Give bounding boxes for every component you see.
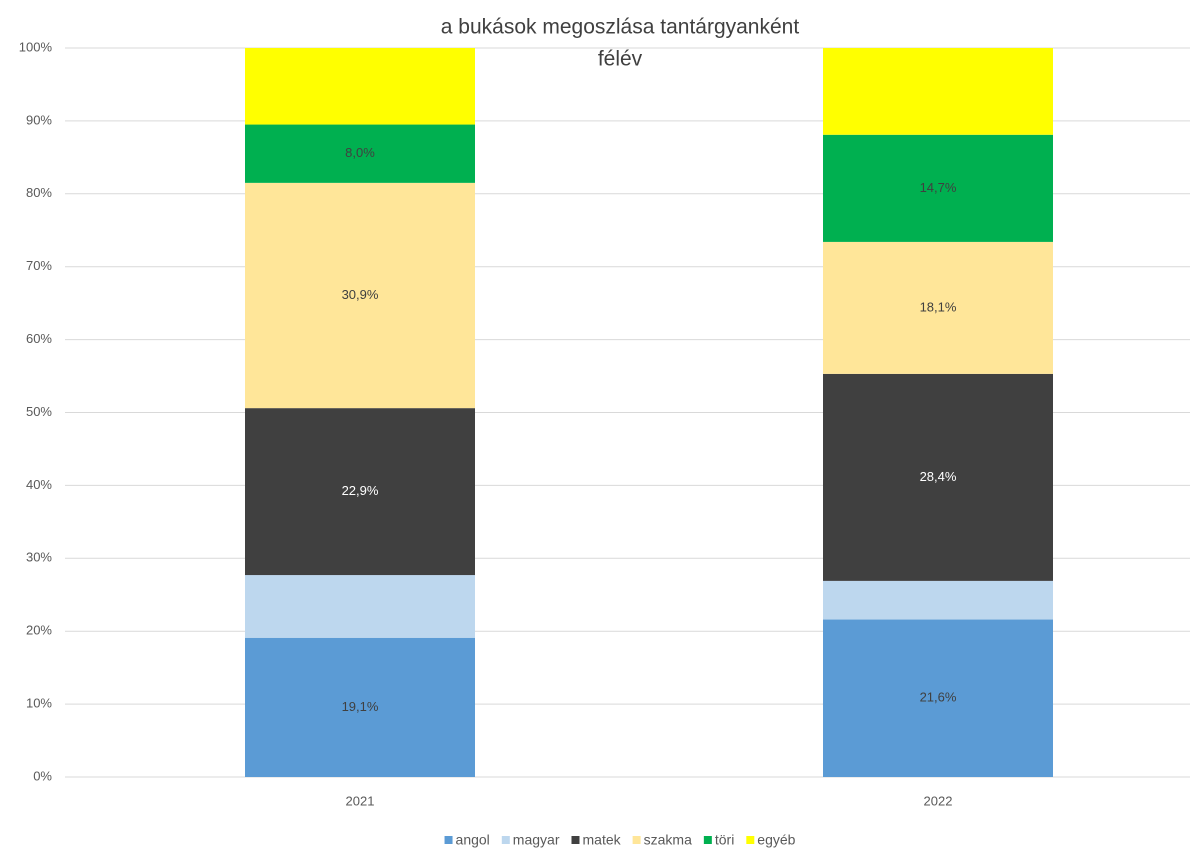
y-tick-label: 100% xyxy=(19,39,53,54)
y-tick-label: 90% xyxy=(26,112,52,127)
bar-segment xyxy=(245,408,475,576)
y-tick-label: 30% xyxy=(26,550,52,565)
bar-segment xyxy=(823,241,1053,374)
bar-segment xyxy=(823,619,1053,777)
legend-label: egyéb xyxy=(757,832,795,848)
x-tick-label: 2021 xyxy=(346,793,375,808)
y-tick-label: 70% xyxy=(26,258,52,273)
data-label: 18,1% xyxy=(920,299,957,314)
legend-swatch xyxy=(501,836,510,844)
legend-label: szakma xyxy=(644,832,692,848)
chart-title: a bukások megoszlása tantárgyanként xyxy=(441,16,800,39)
bar-segment xyxy=(823,373,1053,581)
bar-segment xyxy=(245,182,475,409)
x-tick-label: 2022 xyxy=(924,793,953,808)
legend-label: angol xyxy=(456,832,490,848)
legend-swatch xyxy=(571,836,580,844)
bar-segment xyxy=(823,580,1053,620)
data-label: 14,7% xyxy=(920,180,957,195)
legend-swatch xyxy=(632,836,641,844)
data-label: 8,0% xyxy=(345,145,375,160)
legend-swatch xyxy=(746,836,755,844)
data-label: 21,6% xyxy=(920,690,957,705)
legend-swatch xyxy=(703,836,712,844)
bar-segment xyxy=(245,124,475,183)
data-label: 28,4% xyxy=(920,469,957,484)
y-tick-label: 0% xyxy=(33,768,52,783)
y-tick-label: 60% xyxy=(26,331,52,346)
bar-segment xyxy=(823,134,1053,242)
legend-label: töri xyxy=(715,832,734,848)
bar-segment xyxy=(823,48,1053,135)
bar-segment xyxy=(245,575,475,638)
y-tick-label: 20% xyxy=(26,623,52,638)
legend: angol magyar matek szakma töri egyéb xyxy=(444,832,796,848)
data-label: 30,9% xyxy=(342,287,379,302)
data-label: 22,9% xyxy=(342,483,379,498)
legend-label: magyar xyxy=(513,832,560,848)
bar-segment xyxy=(245,48,475,125)
y-tick-label: 40% xyxy=(26,477,52,492)
y-tick-label: 10% xyxy=(26,696,52,711)
y-tick-label: 50% xyxy=(26,404,52,419)
y-tick-label: 80% xyxy=(26,185,52,200)
data-label: 19,1% xyxy=(342,699,379,714)
legend-swatch xyxy=(444,836,453,844)
chart-subtitle: félév xyxy=(598,48,643,71)
legend-label: matek xyxy=(582,832,621,848)
bar-segment xyxy=(245,637,475,777)
